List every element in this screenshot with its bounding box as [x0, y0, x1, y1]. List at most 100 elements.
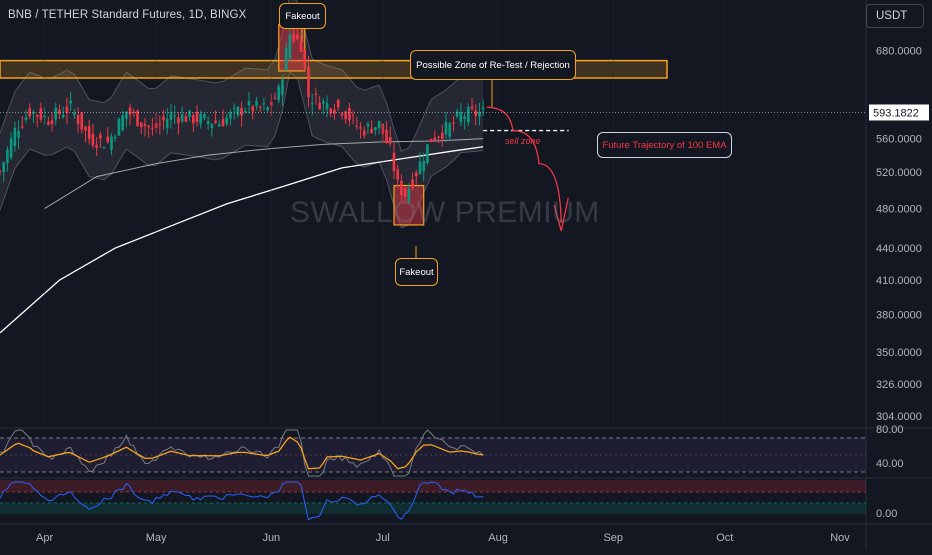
arrow-head [553, 197, 569, 232]
candle [377, 120, 381, 129]
candle [244, 110, 247, 112]
candle [396, 169, 399, 180]
candle [344, 111, 347, 120]
candle [262, 103, 266, 105]
candle [76, 115, 80, 125]
candle [359, 127, 362, 129]
candle [17, 130, 20, 138]
candle [240, 108, 243, 116]
candle [303, 50, 307, 68]
price-tick-label: 560.0000 [876, 134, 922, 146]
candle [400, 180, 403, 196]
price-tick-label: 480.0000 [876, 204, 922, 216]
candle [374, 127, 377, 131]
candle [414, 172, 418, 177]
candle [106, 136, 110, 143]
candle [270, 102, 273, 106]
candle [110, 136, 113, 150]
candle [87, 126, 91, 140]
candle [444, 121, 448, 135]
watermark: SWALLOW PREMIUM [290, 196, 600, 229]
candle [329, 108, 333, 114]
time-tick-label: Jun [262, 532, 280, 544]
osc-lower-band [0, 503, 866, 514]
candle [437, 136, 440, 138]
candle [158, 124, 162, 126]
candle [20, 126, 24, 128]
time-tick-label: Sep [603, 532, 623, 544]
candle [35, 115, 39, 117]
time-tick-label: Nov [830, 532, 850, 544]
candle [426, 144, 429, 164]
candle [61, 114, 65, 118]
candle [132, 111, 136, 114]
candle [277, 86, 281, 101]
candle [481, 107, 485, 110]
candle [284, 47, 288, 71]
candle [69, 100, 72, 104]
candle [258, 106, 262, 108]
candle [348, 108, 351, 121]
time-tick-label: Aug [488, 532, 508, 544]
candle [407, 188, 411, 202]
ema-secondary-line [44, 138, 484, 210]
candle [403, 187, 407, 198]
current-price-tag [869, 104, 929, 121]
candle [366, 123, 370, 127]
candle [125, 111, 128, 119]
candle [117, 118, 121, 136]
projected-path-arrow [486, 106, 562, 224]
candle [191, 115, 195, 124]
candle [80, 112, 84, 130]
candle [0, 171, 2, 173]
candle [210, 124, 214, 129]
current-price-label: 593.1822 [873, 107, 919, 119]
candle [322, 101, 325, 104]
candle [455, 111, 459, 117]
candle [236, 106, 240, 116]
candle [173, 115, 176, 117]
candle [351, 114, 355, 116]
candle [91, 133, 95, 146]
candle [217, 124, 221, 127]
candle [203, 113, 206, 119]
candle [474, 110, 478, 116]
candle [255, 100, 258, 107]
candle [121, 115, 124, 131]
candle [288, 34, 292, 59]
candle [336, 99, 340, 108]
candle [221, 119, 225, 127]
candle [9, 138, 13, 158]
candle [50, 120, 54, 125]
candle [58, 109, 61, 114]
symbol-title[interactable]: BNB / TETHER Standard Futures, 1D, BINGX [8, 9, 247, 21]
ema-trajectory-callout[interactable]: Future Trajectory of 100 EMA [597, 132, 732, 158]
candle [147, 126, 150, 128]
candle [307, 66, 310, 98]
candle [433, 137, 437, 141]
time-tick-label: May [146, 532, 167, 544]
candle [151, 127, 154, 129]
candle [99, 134, 102, 139]
candle [177, 117, 180, 124]
fakeout-bottom-callout[interactable]: Fakeout [395, 258, 438, 286]
candle [28, 108, 32, 117]
candle [448, 123, 452, 137]
bollinger-band-lower [0, 70, 484, 229]
fakeout-top-callout[interactable]: Fakeout [279, 3, 326, 29]
candle [452, 122, 455, 124]
candle [47, 121, 50, 125]
candle [206, 120, 210, 125]
retest-zone-callout[interactable]: Possible Zone of Re-Test / Rejection [410, 50, 576, 80]
candle [418, 161, 422, 174]
candle [180, 114, 184, 122]
candle [73, 112, 76, 115]
rsi-tick-label: 40.00 [876, 458, 904, 470]
currency-button[interactable]: USDT [866, 4, 924, 28]
candle [162, 116, 165, 121]
candle [310, 103, 314, 105]
rsi-tick-label: 80.00 [876, 424, 904, 436]
sell-zone-label: sell zone [505, 136, 541, 146]
